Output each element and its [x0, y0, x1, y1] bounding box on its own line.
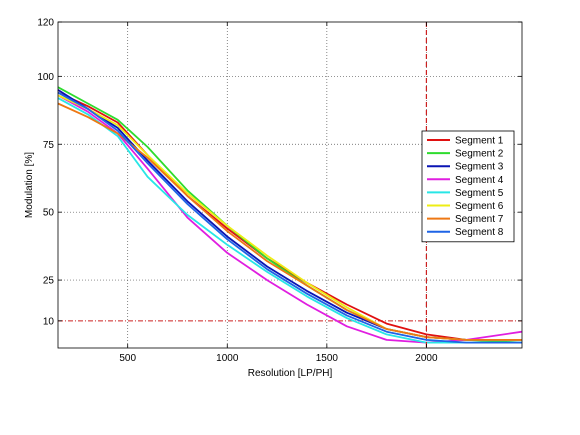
legend-entry: Segment 7 [455, 214, 504, 225]
x-tick-label: 2000 [415, 353, 438, 364]
y-tick-label: 100 [37, 72, 54, 83]
legend-entry: Segment 6 [455, 201, 504, 212]
x-tick-label: 1500 [316, 353, 339, 364]
plot-frame [57, 21, 523, 349]
series-line-segment-8 [57, 91, 522, 344]
legend-entry: Segment 8 [455, 227, 504, 238]
y-tick-label: 75 [43, 140, 55, 151]
x-tick-label: 1000 [216, 353, 239, 364]
legend-entry: Segment 2 [455, 149, 504, 160]
x-tick-label: 500 [119, 353, 136, 364]
legend-entry: Segment 4 [455, 175, 504, 186]
y-tick-label: 120 [37, 18, 54, 29]
y-tick-label: 50 [43, 208, 55, 219]
x-axis-label: Resolution [LP/PH] [248, 368, 333, 379]
legend-entry: Segment 1 [455, 136, 504, 147]
y-tick-label: 10 [43, 316, 55, 327]
y-axis-label: Modulation [%] [24, 152, 35, 218]
legend-entry: Segment 5 [455, 188, 504, 199]
legend-box [421, 130, 515, 243]
y-tick-label: 25 [43, 276, 55, 287]
legend-entry: Segment 3 [455, 162, 504, 173]
